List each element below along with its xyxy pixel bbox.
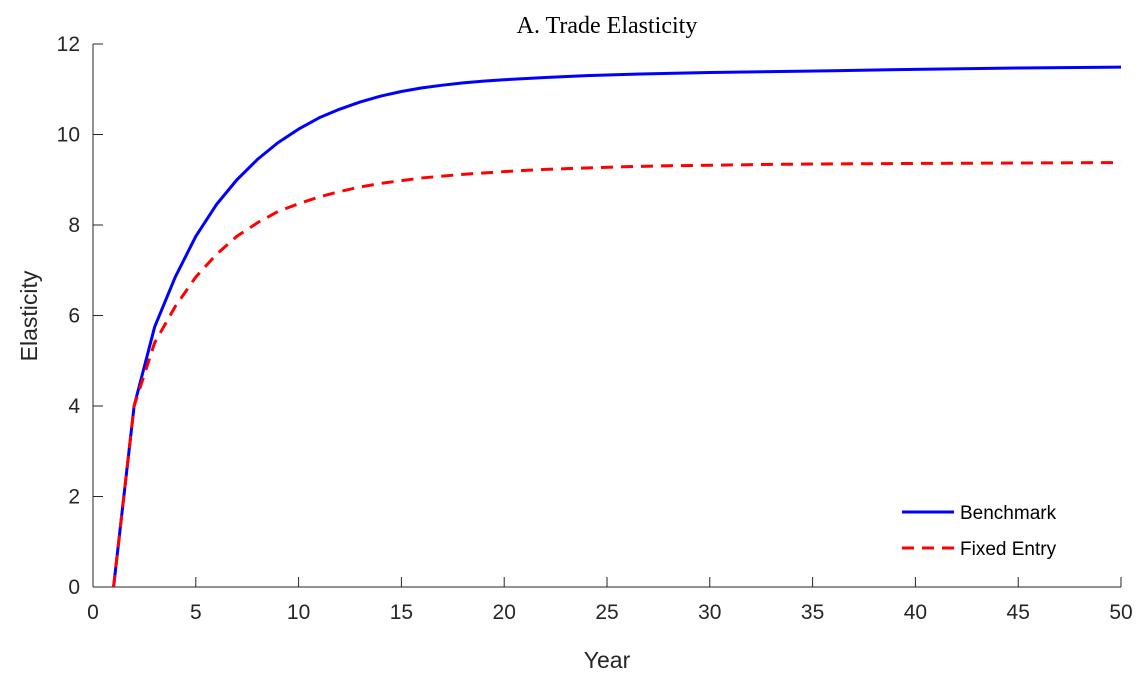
x-tick-label: 15 (390, 601, 413, 624)
y-tick-label: 6 (68, 305, 80, 328)
axes: 0 5 10 15 20 25 30 35 40 45 50 0 2 4 6 8 10 12 (57, 33, 1133, 624)
x-tick-label: 40 (904, 601, 927, 624)
series-line-benchmark (112, 65, 1122, 588)
x-tick-label: 0 (87, 601, 99, 624)
chart-title: A. Trade Elasticity (517, 13, 698, 39)
x-tick-label: 30 (698, 601, 721, 624)
x-tick-label: 5 (190, 601, 202, 624)
x-axis-label: Year (584, 647, 631, 673)
y-tick-label: 8 (68, 214, 80, 237)
x-tick-label: 35 (801, 601, 824, 624)
x-tick-label: 45 (1007, 601, 1030, 624)
y-tick-label: 2 (68, 486, 80, 509)
y-tick-label: 4 (68, 395, 80, 418)
series-layer (112, 65, 1122, 588)
x-tick-label: 25 (595, 601, 618, 624)
y-tick-label: 12 (57, 33, 80, 56)
legend-label: Benchmark (960, 503, 1057, 524)
x-tick-label: 50 (1109, 601, 1132, 624)
x-tick-label: 10 (287, 601, 310, 624)
legend-label: Fixed Entry (960, 539, 1057, 560)
x-tick-label: 20 (493, 601, 516, 624)
series-line-fixed-entry (112, 161, 1122, 588)
y-tick-label: 10 (57, 124, 80, 147)
y-axis-label: Elasticity (16, 270, 42, 361)
y-tick-label: 0 (68, 576, 80, 599)
legend: Benchmark Fixed Entry (902, 503, 1057, 560)
